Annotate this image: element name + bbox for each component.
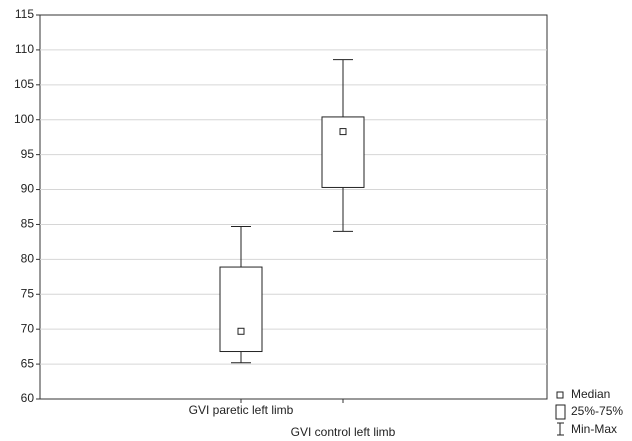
x-tick-label: GVI paretic left limb (189, 403, 294, 417)
y-tick-label: 75 (21, 286, 35, 300)
legend-median-icon (556, 391, 564, 399)
y-tick-label: 90 (21, 182, 35, 196)
y-tick-label: 60 (21, 391, 35, 405)
y-tick-label: 110 (15, 42, 34, 56)
median (237, 327, 245, 335)
y-tick-label: 115 (15, 7, 34, 21)
y-tick-label: 65 (21, 356, 35, 370)
legend-label: Median (571, 387, 610, 401)
box (219, 266, 263, 353)
y-tick-label: 100 (14, 112, 34, 126)
y-tick-label: 80 (21, 252, 35, 266)
y-tick-label: 95 (21, 147, 35, 161)
y-tick-label: 105 (14, 77, 34, 91)
x-tick-label: GVI control left limb (291, 425, 396, 439)
legend-box-icon (555, 404, 566, 420)
legend-label: Min-Max (571, 422, 617, 436)
box (321, 116, 365, 188)
legend-label: 25%-75% (571, 404, 623, 418)
y-tick-label: 85 (21, 217, 35, 231)
y-tick-label: 70 (21, 321, 35, 335)
median (339, 128, 347, 136)
plot-frame (39, 14, 548, 400)
